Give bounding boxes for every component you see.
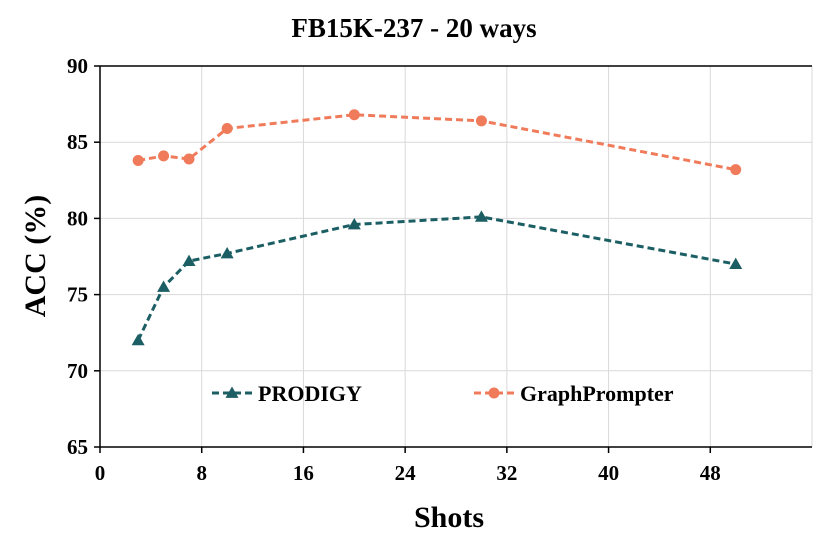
point-graphprompter-6 [730,164,742,176]
x-tick-label-4: 32 [496,461,517,485]
axes [94,65,812,453]
series-line-prodigy [136,215,736,341]
legend: PRODIGY GraphPrompter [212,381,674,406]
y-tick-label-5: 90 [67,54,88,78]
point-graphprompter-1 [158,150,170,162]
point-prodigy-4 [347,217,361,230]
x-tick-label-1: 8 [196,461,207,485]
point-prodigy-5 [474,210,488,222]
x-tick-label-3: 24 [395,461,417,485]
series-prodigy [131,210,743,346]
y-axis-label: ACC (%) [19,195,52,317]
point-graphprompter-0 [132,154,144,166]
point-graphprompter-3 [221,122,233,134]
point-graphprompter-5 [475,115,487,127]
legend-marker-prodigy [225,386,239,398]
legend-label-prodigy: PRODIGY [258,381,362,406]
legend-label-graphprompter: GraphPrompter [520,381,674,406]
x-tick-label-6: 48 [700,461,721,485]
x-axis-label: Shots [414,501,484,534]
point-graphprompter-2 [183,153,195,165]
point-prodigy-2 [182,254,196,266]
x-tick-label-2: 16 [293,461,314,485]
point-prodigy-3 [220,246,234,259]
y-tick-label-3: 80 [67,206,88,230]
series-graphprompter [132,109,742,176]
legend-item-graphprompter: GraphPrompter [474,381,674,406]
legend-item-prodigy: PRODIGY [212,381,362,406]
series [131,109,743,346]
tick-labels: 65 70 75 80 85 90 0 8 16 24 32 40 48 [67,54,721,485]
y-tick-label-0: 65 [67,435,88,459]
y-tick-label-1: 70 [67,359,88,383]
x-tick-label-0: 0 [95,461,106,485]
point-prodigy-6 [729,257,743,269]
point-prodigy-0 [131,333,145,346]
point-prodigy-1 [157,280,171,292]
legend-marker-graphprompter [488,387,500,399]
chart-title: FB15K-237 - 20 ways [291,13,536,43]
y-tick-label-2: 75 [67,283,88,307]
point-graphprompter-4 [348,109,360,121]
x-tick-label-5: 40 [598,461,619,485]
y-tick-label-4: 85 [67,130,88,154]
